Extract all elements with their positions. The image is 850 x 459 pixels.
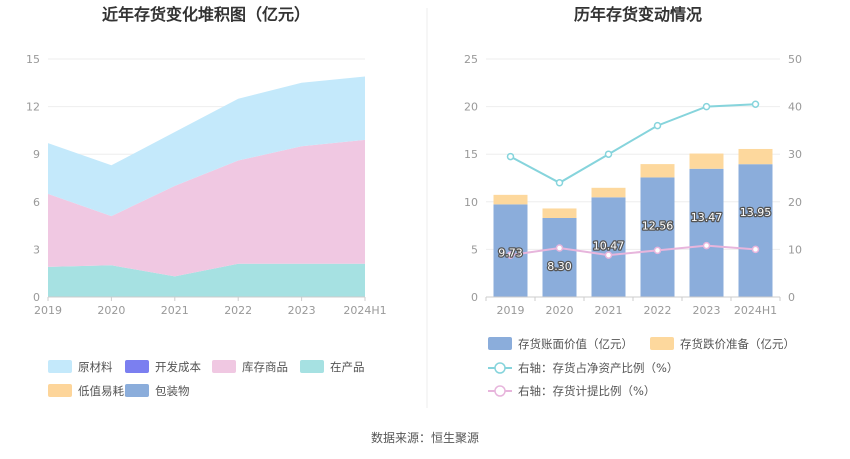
right-y2-tick-label: 10: [788, 243, 802, 256]
line-series-ratio_line: [510, 103, 756, 184]
right-y2-tick-label: 0: [788, 291, 795, 304]
line-point-ratio_line: [506, 152, 515, 161]
left-x-tick-label: 2020: [97, 304, 125, 317]
left-chart-title: 近年存货变化堆积图（亿元）: [102, 5, 310, 24]
line-series-provision_line: [510, 244, 756, 257]
right-x-tick-label: 2023: [693, 304, 721, 317]
line-point-ratio_line: [751, 100, 760, 108]
bar-book-value: [738, 164, 773, 297]
line-point-ratio_line: [604, 150, 613, 158]
right-y-tick-label: 20: [464, 101, 478, 114]
legend-swatch-in_process: [300, 360, 324, 373]
legend-marker-ratio_line: [494, 362, 506, 374]
legend-label-provision_line: 右轴：存货计提比例（%）: [518, 384, 655, 398]
bar-book-value: [689, 168, 724, 297]
right-legend: 存货账面价值（亿元） 存货跌价准备（亿元）右轴：存货占净资产比例（%） 右轴：存货计…: [488, 337, 795, 398]
right-y-tick-label: 10: [464, 196, 478, 209]
legend-label-raw_material: 原材料: [78, 360, 113, 374]
legend-swatch-impairment: [650, 337, 674, 350]
line-point-ratio_line: [653, 121, 662, 130]
area-series-in_process: [48, 263, 365, 297]
right-y2-tick-label: 40: [788, 101, 802, 114]
left-y-tick-label: 6: [33, 196, 40, 209]
right-y2-tick-label: 50: [788, 53, 802, 66]
bar-impairment: [640, 164, 675, 178]
line-point-provision_line: [555, 244, 564, 252]
legend-label-low_value: 低值易耗品: [78, 384, 136, 398]
left-x-tick-label: 2024H1: [343, 304, 386, 317]
bar-data-label: 10.47: [593, 239, 625, 252]
left-x-tick-label: 2021: [161, 304, 189, 317]
right-x-tick-label: 2020: [546, 304, 574, 317]
legend-swatch-raw_material: [48, 360, 72, 373]
right-x-tick-label: 2022: [644, 304, 672, 317]
left-y-tick-label: 12: [26, 101, 40, 114]
bar-impairment: [689, 153, 724, 169]
bar-data-label: 9.73: [498, 246, 523, 259]
bar-book-value: [591, 197, 626, 297]
left-x-tick-label: 2022: [224, 304, 252, 317]
bar-data-label: 13.47: [691, 211, 723, 224]
legend-swatch-wip_dev_cost: [125, 360, 149, 373]
left-x-tick-label: 2023: [288, 304, 316, 317]
legend-label-wip_dev_cost: 开发成本: [155, 360, 201, 374]
source-note: 数据来源：恒生聚源: [371, 430, 479, 445]
bar-line-chart: 0 0 5 10 10 20 15 30 20 40 25 50 2019 2020 2021 2022 202…: [464, 53, 802, 317]
legend-swatch-finished_goods: [212, 360, 236, 373]
stacked-area-chart: 0 3 6 9 12 15 2019 2020 2021 2022 2023 2024H1: [26, 53, 387, 317]
left-y-tick-label: 0: [33, 291, 40, 304]
legend-label-impairment: 存货跌价准备（亿元）: [680, 337, 795, 351]
area-series-raw_material: [48, 76, 365, 217]
right-y-tick-label: 15: [464, 148, 478, 161]
line-point-ratio_line: [555, 179, 564, 187]
bar-data-label: 8.30: [547, 260, 572, 273]
legend-label-finished_goods: 库存商品: [242, 360, 288, 374]
legend-label-packaging: 包装物: [155, 384, 190, 398]
bar-book-value: [640, 177, 675, 297]
right-chart-title: 历年存货变动情况: [574, 5, 702, 24]
left-y-tick-label: 3: [33, 243, 40, 256]
legend-label-ratio_line: 右轴：存货占净资产比例（%）: [518, 361, 678, 375]
legend-swatch-book_value: [488, 337, 512, 350]
line-point-provision_line: [751, 245, 760, 254]
right-x-tick-label: 2021: [595, 304, 623, 317]
line-point-provision_line: [604, 251, 613, 259]
left-x-tick-label: 2019: [34, 304, 62, 317]
right-x-tick-label: 2019: [497, 304, 525, 317]
bar-data-label: 12.56: [642, 219, 674, 232]
right-y-tick-label: 25: [464, 53, 478, 66]
right-y2-tick-label: 30: [788, 148, 802, 161]
right-y-tick-label: 0: [471, 291, 478, 304]
bar-impairment: [493, 194, 528, 205]
legend-label-book_value: 存货账面价值（亿元）: [518, 337, 633, 351]
left-y-tick-label: 15: [26, 53, 40, 66]
right-y-tick-label: 5: [471, 243, 478, 256]
left-y-tick-label: 9: [33, 148, 40, 161]
bar-impairment: [542, 208, 577, 218]
right-y2-tick-label: 20: [788, 196, 802, 209]
line-point-ratio_line: [702, 102, 711, 111]
bar-impairment: [738, 148, 773, 165]
legend-marker-provision_line: [494, 385, 506, 397]
line-point-provision_line: [702, 241, 711, 250]
legend-swatch-low_value: [48, 384, 72, 397]
area-series-finished_goods: [48, 139, 365, 277]
bar-book-value: [542, 217, 577, 297]
bar-impairment: [591, 187, 626, 198]
legend-swatch-packaging: [125, 384, 149, 397]
legend-label-in_process: 在产品: [330, 360, 365, 374]
line-point-provision_line: [506, 251, 515, 259]
bar-data-label: 13.95: [740, 206, 772, 219]
line-point-provision_line: [653, 246, 662, 255]
bar-book-value: [493, 204, 528, 297]
right-x-tick-label: 2024H1: [734, 304, 777, 317]
